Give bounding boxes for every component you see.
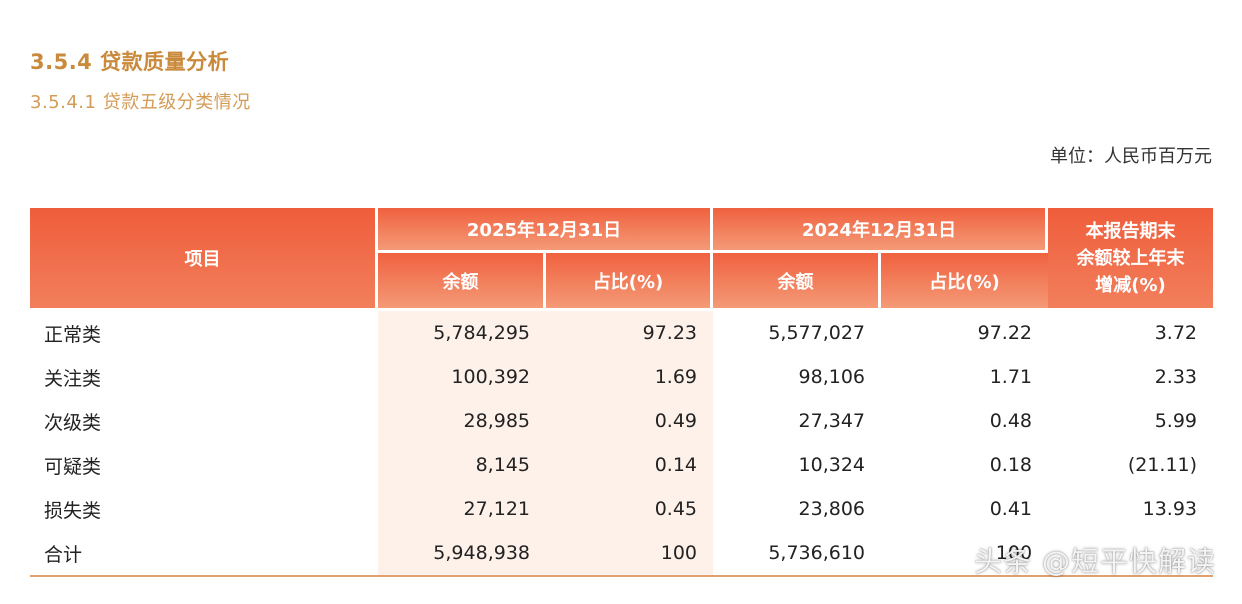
cell-ratio-2024: 97.22 [977,322,1033,344]
header-ratio-2025: 占比(%) [546,253,714,311]
table-row: 次级类 28,985 0.49 27,347 0.48 5.99 [30,399,1213,443]
row-label: 合计 [30,531,378,577]
row-label: 正常类 [44,323,102,346]
cell-amount-2024: 5,736,610 [713,531,882,577]
row-label: 次级类 [44,411,102,434]
unit-label: 单位：人民币百万元 [1050,146,1212,167]
cell-amount-2025: 100,392 [378,355,546,399]
section-title: 3.5.4 贷款质量分析 [30,50,230,74]
cell-ratio-2025: 1.69 [546,355,714,399]
header-change: 本报告期末 余额较上年末 增减(%) [1048,208,1214,311]
cell-amount-2025: 28,985 [378,399,546,443]
row-label: 损失类 [44,499,102,522]
cell-change: 2.33 [1154,366,1198,388]
row-label: 关注类 [44,367,102,390]
table-row: 可疑类 8,145 0.14 10,324 0.18 (21.11) [30,443,1213,487]
cell-ratio-2024: 100 [881,531,1049,577]
table-row-total: 合计 5,948,938 100 5,736,610 100 [30,531,1214,577]
cell-amount-2024: 5,577,027 [768,322,866,344]
cell-amount-2024: 27,347 [798,410,866,432]
row-label: 可疑类 [44,455,102,478]
header-change-line-2: 余额较上年末 [1076,247,1185,269]
cell-ratio-2025: 0.49 [546,399,714,443]
header-group-2025: 2025年12月31日 [378,208,714,253]
cell-amount-2025: 27,121 [378,487,546,531]
table-row: 关注类 100,392 1.69 98,106 1.71 2.33 [30,355,1213,399]
cell-amount-2024: 98,106 [798,366,866,388]
cell-change: 5.99 [1154,410,1198,432]
loan-classification-table: 项目 2025年12月31日 2024年12月31日 本报告期末 余额较上年末 … [30,208,1214,577]
cell-amount-2024: 10,324 [798,454,866,476]
table-row: 正常类 5,784,295 97.23 5,577,027 97.22 3.72 [30,311,1213,355]
cell-ratio-2024: 0.41 [989,498,1033,520]
header-ratio-2024: 占比(%) [881,253,1049,311]
cell-amount-2025: 5,948,938 [378,531,546,577]
subsection-title: 3.5.4.1 贷款五级分类情况 [30,92,251,113]
header-change-line-3: 增减(%) [1095,274,1166,296]
cell-ratio-2024: 1.71 [989,366,1033,388]
header-item: 项目 [30,208,378,311]
cell-change: 13.93 [1142,498,1198,520]
cell-ratio-2025: 100 [546,531,714,577]
header-amount-2025: 余额 [378,253,546,311]
cell-ratio-2025: 0.45 [546,487,714,531]
cell-change: 3.72 [1154,322,1198,344]
cell-amount-2025: 8,145 [378,443,546,487]
cell-ratio-2025: 97.23 [546,311,714,355]
header-group-2024: 2024年12月31日 [713,208,1049,253]
table-row: 损失类 27,121 0.45 23,806 0.41 13.93 [30,487,1213,531]
header-change-line-1: 本报告期末 [1085,220,1176,242]
cell-amount-2024: 23,806 [798,498,866,520]
cell-amount-2025: 5,784,295 [378,311,546,355]
cell-ratio-2025: 0.14 [546,443,714,487]
cell-change: (21.11) [1127,454,1198,476]
cell-change [1048,531,1214,577]
cell-ratio-2024: 0.48 [989,410,1033,432]
watermark: 头条 @短平快解读 [974,545,1216,578]
cell-ratio-2024: 0.18 [989,454,1033,476]
header-amount-2024: 余额 [713,253,882,311]
